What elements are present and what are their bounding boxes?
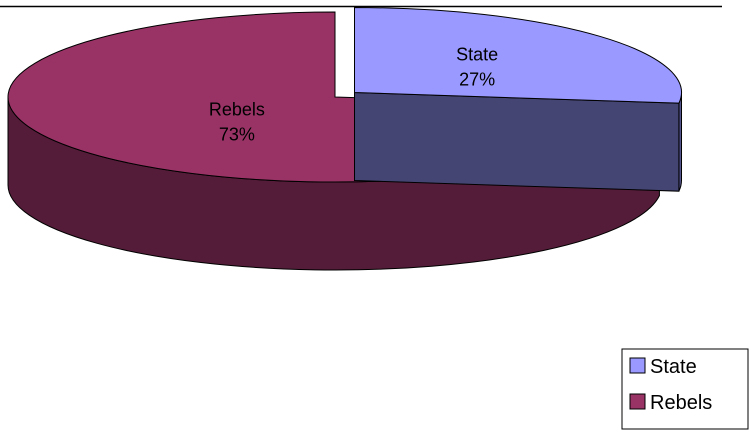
slice-state [354, 7, 682, 104]
legend-swatch-state [629, 357, 646, 374]
legend-swatch-rebels [629, 393, 646, 410]
legend-label-rebels: Rebels [650, 392, 712, 414]
slice-cut-state [354, 92, 680, 192]
pie-slices [7, 7, 683, 271]
legend-label-state: State [650, 356, 697, 378]
slice-label-rebels-name: Rebels [209, 99, 265, 119]
slice-label-state-percent: 27% [459, 69, 495, 89]
slice-label-state-name: State [456, 44, 498, 64]
slice-labels: Rebels 73% State 27% [209, 44, 498, 144]
legend: State Rebels [621, 348, 749, 430]
slice-label-rebels-percent: 73% [219, 124, 255, 144]
